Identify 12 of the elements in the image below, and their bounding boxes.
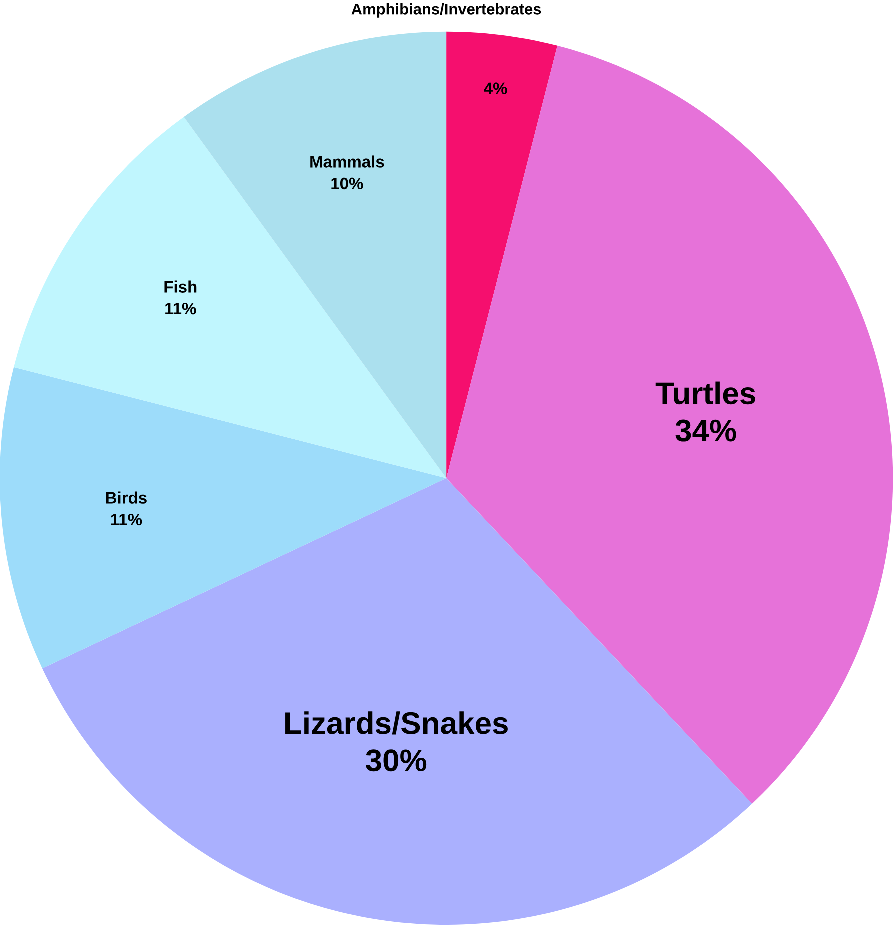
slice-label: Fish xyxy=(164,280,197,293)
data-label: 11% xyxy=(111,514,142,526)
slice-label: Lizards/Snakes xyxy=(285,712,508,735)
slice-label: Turtles xyxy=(656,382,756,405)
data-label: 10% xyxy=(332,178,364,190)
data-label: 34% xyxy=(676,420,736,442)
data-label: 11% xyxy=(166,302,196,315)
data-label: 30% xyxy=(366,750,427,772)
slice-label: Birds xyxy=(106,492,147,504)
slice-label: Mammals xyxy=(310,156,384,168)
slice-label: Amphibians/Invertebrates xyxy=(352,3,542,18)
data-label: 4% xyxy=(484,82,508,94)
